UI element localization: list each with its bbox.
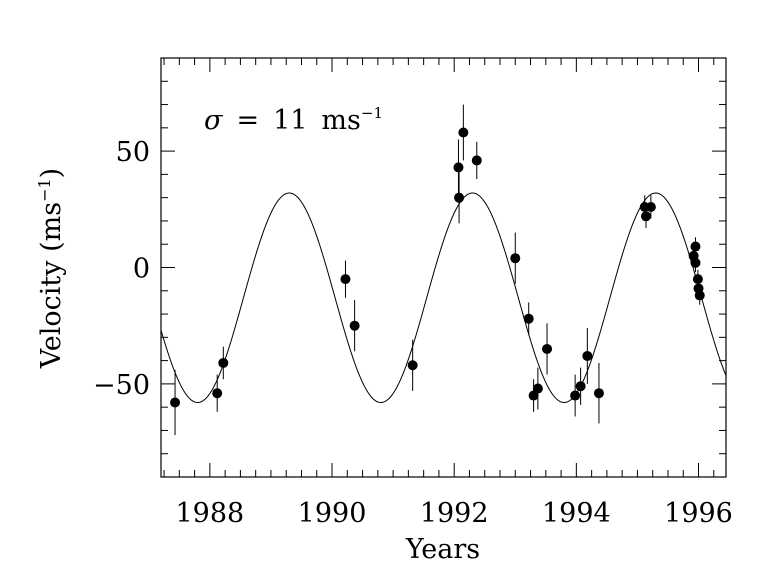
data-point bbox=[570, 374, 581, 417]
point-marker bbox=[645, 201, 656, 212]
y-axis-title: Velocity (ms−1) bbox=[35, 168, 67, 369]
point-marker bbox=[593, 388, 604, 399]
ticks-layer bbox=[161, 57, 726, 478]
data-point bbox=[532, 367, 543, 410]
point-marker bbox=[170, 397, 181, 408]
data-point bbox=[170, 369, 181, 436]
points-layer bbox=[170, 104, 705, 436]
point-marker bbox=[340, 274, 351, 285]
point-marker bbox=[349, 320, 360, 331]
data-point bbox=[690, 253, 701, 273]
point-marker bbox=[523, 313, 534, 324]
point-marker bbox=[458, 127, 469, 138]
y-tick-label: −50 bbox=[93, 370, 150, 401]
data-point bbox=[349, 300, 360, 352]
data-point bbox=[454, 172, 465, 224]
y-axis-title-close: ) bbox=[36, 168, 67, 179]
point-marker bbox=[510, 253, 521, 264]
data-point bbox=[582, 328, 593, 384]
sigma-unit-sup: −1 bbox=[361, 104, 383, 122]
sigma-annotation: σ = 11 ms−1 bbox=[204, 104, 383, 136]
x-tick-label: 1988 bbox=[176, 498, 245, 529]
data-point bbox=[510, 232, 521, 284]
data-point bbox=[575, 367, 586, 405]
point-marker bbox=[218, 357, 229, 368]
data-point bbox=[542, 323, 553, 375]
y-tick-label: 0 bbox=[133, 254, 150, 285]
fit-layer bbox=[160, 192, 727, 404]
point-marker bbox=[407, 360, 418, 371]
point-marker bbox=[582, 350, 593, 361]
data-point bbox=[645, 195, 656, 219]
point-marker bbox=[454, 192, 465, 203]
point-marker bbox=[542, 343, 553, 354]
data-point bbox=[340, 260, 351, 298]
point-marker bbox=[575, 381, 586, 392]
y-axis-title-main: Velocity (ms bbox=[36, 202, 67, 369]
x-tick-label: 1992 bbox=[420, 498, 489, 529]
y-tick-label: 50 bbox=[116, 137, 150, 168]
point-marker bbox=[212, 388, 223, 399]
point-marker bbox=[640, 211, 651, 222]
point-marker bbox=[471, 155, 482, 166]
point-marker bbox=[694, 290, 705, 301]
data-point bbox=[212, 374, 223, 412]
x-tick-label: 1996 bbox=[664, 498, 733, 529]
data-point bbox=[694, 286, 705, 305]
data-point bbox=[471, 141, 482, 180]
data-point bbox=[218, 346, 229, 380]
data-point bbox=[640, 204, 651, 228]
data-point bbox=[458, 104, 469, 161]
data-point bbox=[453, 139, 464, 196]
labels-layer: 1988 1990 1992 1994 1996 −50 0 50 bbox=[93, 137, 733, 529]
data-point bbox=[407, 339, 418, 391]
y-axis-title-sup: −1 bbox=[35, 178, 54, 202]
fit-curve bbox=[160, 192, 727, 404]
data-point bbox=[523, 302, 534, 336]
plot-frame bbox=[160, 57, 727, 478]
sigma-equals: = bbox=[236, 105, 259, 136]
sigma-value: 11 bbox=[273, 105, 307, 136]
point-marker bbox=[570, 390, 581, 401]
sigma-unit: ms bbox=[321, 105, 360, 136]
point-marker bbox=[690, 241, 701, 252]
data-point bbox=[593, 362, 604, 424]
point-marker bbox=[692, 274, 703, 285]
data-point bbox=[690, 237, 701, 256]
point-marker bbox=[453, 162, 464, 173]
sigma-symbol: σ bbox=[204, 105, 224, 136]
x-axis-title: Years bbox=[405, 534, 480, 565]
point-marker bbox=[532, 383, 543, 394]
x-tick-label: 1990 bbox=[298, 498, 367, 529]
x-tick-label: 1994 bbox=[542, 498, 611, 529]
point-marker bbox=[690, 257, 701, 268]
